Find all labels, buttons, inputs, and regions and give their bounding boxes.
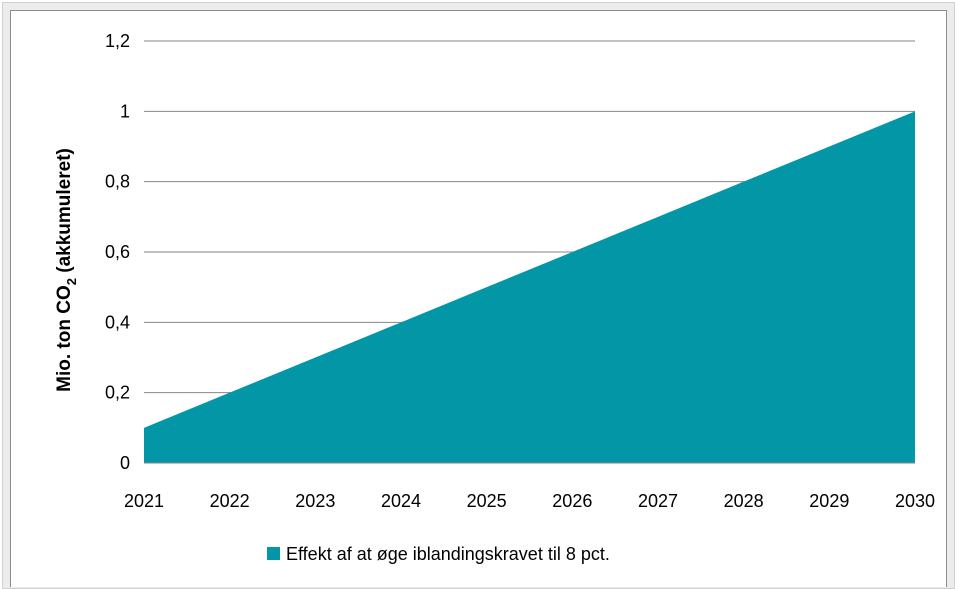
- x-tick-label: 2024: [381, 491, 421, 511]
- legend-label: Effekt af at øge iblandingskravet til 8 …: [286, 544, 610, 564]
- y-axis-title-tail: (akkumuleret): [54, 148, 75, 278]
- x-tick-label: 2025: [467, 491, 507, 511]
- area-series-fill: [144, 111, 915, 463]
- y-tick-label: 0: [120, 453, 130, 473]
- x-tick-label: 2021: [124, 491, 164, 511]
- x-tick-label: 2028: [724, 491, 764, 511]
- y-tick-label: 1: [120, 101, 130, 121]
- y-tick-label: 0,2: [105, 383, 130, 403]
- y-tick-label: 0,8: [105, 172, 130, 192]
- y-axis-tick-labels: 0 0,2 0,4 0,6 0,8 1 1,2: [105, 31, 130, 473]
- y-axis-title-main: Mio. ton CO: [54, 285, 75, 392]
- x-tick-label: 2026: [552, 491, 592, 511]
- x-axis-tick-labels: 2021 2022 2023 2024 2025 2026 2027 2028 2029 2030: [124, 491, 935, 511]
- x-tick-label: 2030: [895, 491, 935, 511]
- y-axis-title-subscript: 2: [64, 278, 79, 285]
- legend: Effekt af at øge iblandingskravet til 8 …: [267, 544, 610, 564]
- y-tick-label: 0,6: [105, 242, 130, 262]
- x-tick-label: 2027: [638, 491, 678, 511]
- y-tick-label: 1,2: [105, 31, 130, 51]
- legend-swatch: [267, 547, 280, 560]
- x-tick-label: 2029: [809, 491, 849, 511]
- x-tick-label: 2022: [210, 491, 250, 511]
- y-axis-title: Mio. ton CO2 (akkumuleret): [54, 148, 79, 392]
- x-tick-label: 2023: [295, 491, 335, 511]
- y-tick-label: 0,4: [105, 312, 130, 332]
